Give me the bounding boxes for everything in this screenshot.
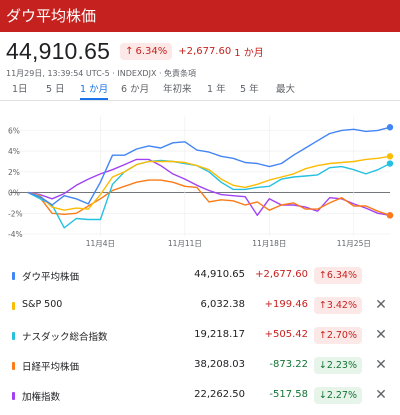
tab-max[interactable]: 最大 [276, 84, 296, 95]
tabs-divider [0, 100, 400, 101]
price-row: 44,910.65 ↑ 6.34% +2,677.60 1 か月 [6, 38, 264, 64]
close-icon[interactable]: ✕ [375, 387, 387, 403]
range-tabs: 1日 5 日 1 か月 6 か月 年初来 1 年 5 年 最大 [0, 80, 400, 100]
row-value: 19,218.17 [194, 329, 245, 340]
tab-ytd[interactable]: 年初来 [163, 84, 192, 95]
title-bar: ダウ平均株価 [0, 0, 400, 32]
y-tick-label: -2% [8, 209, 23, 218]
change-percent-badge: ↑ 6.34% [120, 42, 173, 60]
tab-5d[interactable]: 5 日 [46, 84, 65, 95]
change-absolute: +2,677.60 [178, 45, 232, 57]
tab-5y[interactable]: 5 年 [240, 84, 259, 95]
series-line [27, 158, 391, 216]
series-line [27, 126, 391, 206]
change-period: 1 か月 [234, 47, 264, 59]
comparison-row[interactable]: 日経平均株価 38,208.03 -873.22 ↓2.23% ✕ [0, 352, 400, 380]
tab-1d[interactable]: 1日 [12, 84, 28, 95]
row-change-percent: ↑3.42% [313, 297, 362, 314]
series-line [27, 159, 391, 229]
row-value: 38,208.03 [194, 359, 245, 370]
current-price: 44,910.65 [6, 37, 111, 64]
series-color-swatch [12, 332, 15, 340]
tab-1m[interactable]: 1 か月 [80, 80, 109, 100]
series-line [27, 155, 391, 211]
y-tick-label: 6% [8, 126, 20, 135]
x-tick-label: 11月11日 [168, 239, 202, 248]
row-change-percent: ↑2.70% [313, 327, 362, 344]
series-endpoint [386, 212, 394, 219]
y-tick-label: 0% [8, 189, 20, 198]
comparison-row[interactable]: 加権指数 22,262.50 -517.58 ↓2.27% ✕ [0, 382, 400, 410]
y-tick-label: 2% [8, 168, 20, 177]
row-change-absolute: +505.42 [264, 329, 308, 340]
comparison-row[interactable]: ナスダック総合指数 19,218.17 +505.42 ↑2.70% ✕ [0, 322, 400, 350]
close-icon[interactable]: ✕ [375, 297, 387, 313]
row-name: S&P 500 [22, 299, 63, 310]
series-color-swatch [12, 272, 15, 280]
row-value: 6,032.38 [200, 299, 245, 310]
page-title: ダウ平均株価 [6, 7, 97, 25]
row-change-absolute: +199.46 [264, 299, 308, 310]
arrow-up-icon: ↑ [125, 45, 134, 57]
row-name: ダウ平均株価 [22, 272, 80, 283]
series-color-swatch [12, 362, 15, 370]
close-icon[interactable]: ✕ [375, 327, 387, 343]
row-value: 44,910.65 [194, 269, 245, 280]
series-line [27, 179, 391, 216]
series-color-swatch [12, 392, 15, 400]
x-tick-label: 11月18日 [252, 239, 286, 248]
row-name: 日経平均株価 [22, 362, 80, 373]
comparison-row[interactable]: ダウ平均株価 44,910.65 +2,677.60 ↑6.34% [0, 262, 400, 290]
row-change-absolute: +2,677.60 [255, 269, 308, 280]
row-name: ナスダック総合指数 [22, 332, 108, 343]
series-endpoint [386, 124, 394, 131]
series-endpoint [386, 153, 394, 160]
tab-6m[interactable]: 6 か月 [121, 84, 150, 95]
series-endpoint [386, 160, 394, 167]
comparison-chart[interactable]: 6% 4% 2% 0% -2% -4% 11月4日 11月11日 11月18日 11月25日 [0, 108, 400, 258]
y-tick-label: -4% [8, 230, 23, 239]
series-color-swatch [12, 302, 15, 310]
tab-1y[interactable]: 1 年 [207, 84, 226, 95]
row-name: 加権指数 [22, 392, 61, 403]
row-change-absolute: -517.58 [269, 389, 308, 400]
comparison-row[interactable]: S&P 500 6,032.38 +199.46 ↑3.42% ✕ [0, 292, 400, 320]
change-percent: 6.34% [135, 45, 168, 57]
row-change-percent: ↓2.23% [313, 357, 362, 374]
quote-timestamp: 11月29日, 13:39:54 UTC-5 · INDEXDJX · 免責条項 [6, 69, 197, 78]
y-tick-label: 4% [8, 147, 20, 156]
x-tick-label: 11月25日 [337, 239, 371, 248]
row-change-absolute: -873.22 [269, 359, 308, 370]
x-tick-label: 11月4日 [86, 239, 115, 248]
row-change-percent: ↓2.27% [313, 387, 362, 404]
close-icon[interactable]: ✕ [375, 357, 387, 373]
row-value: 22,262.50 [194, 389, 245, 400]
row-change-percent: ↑6.34% [313, 267, 362, 284]
